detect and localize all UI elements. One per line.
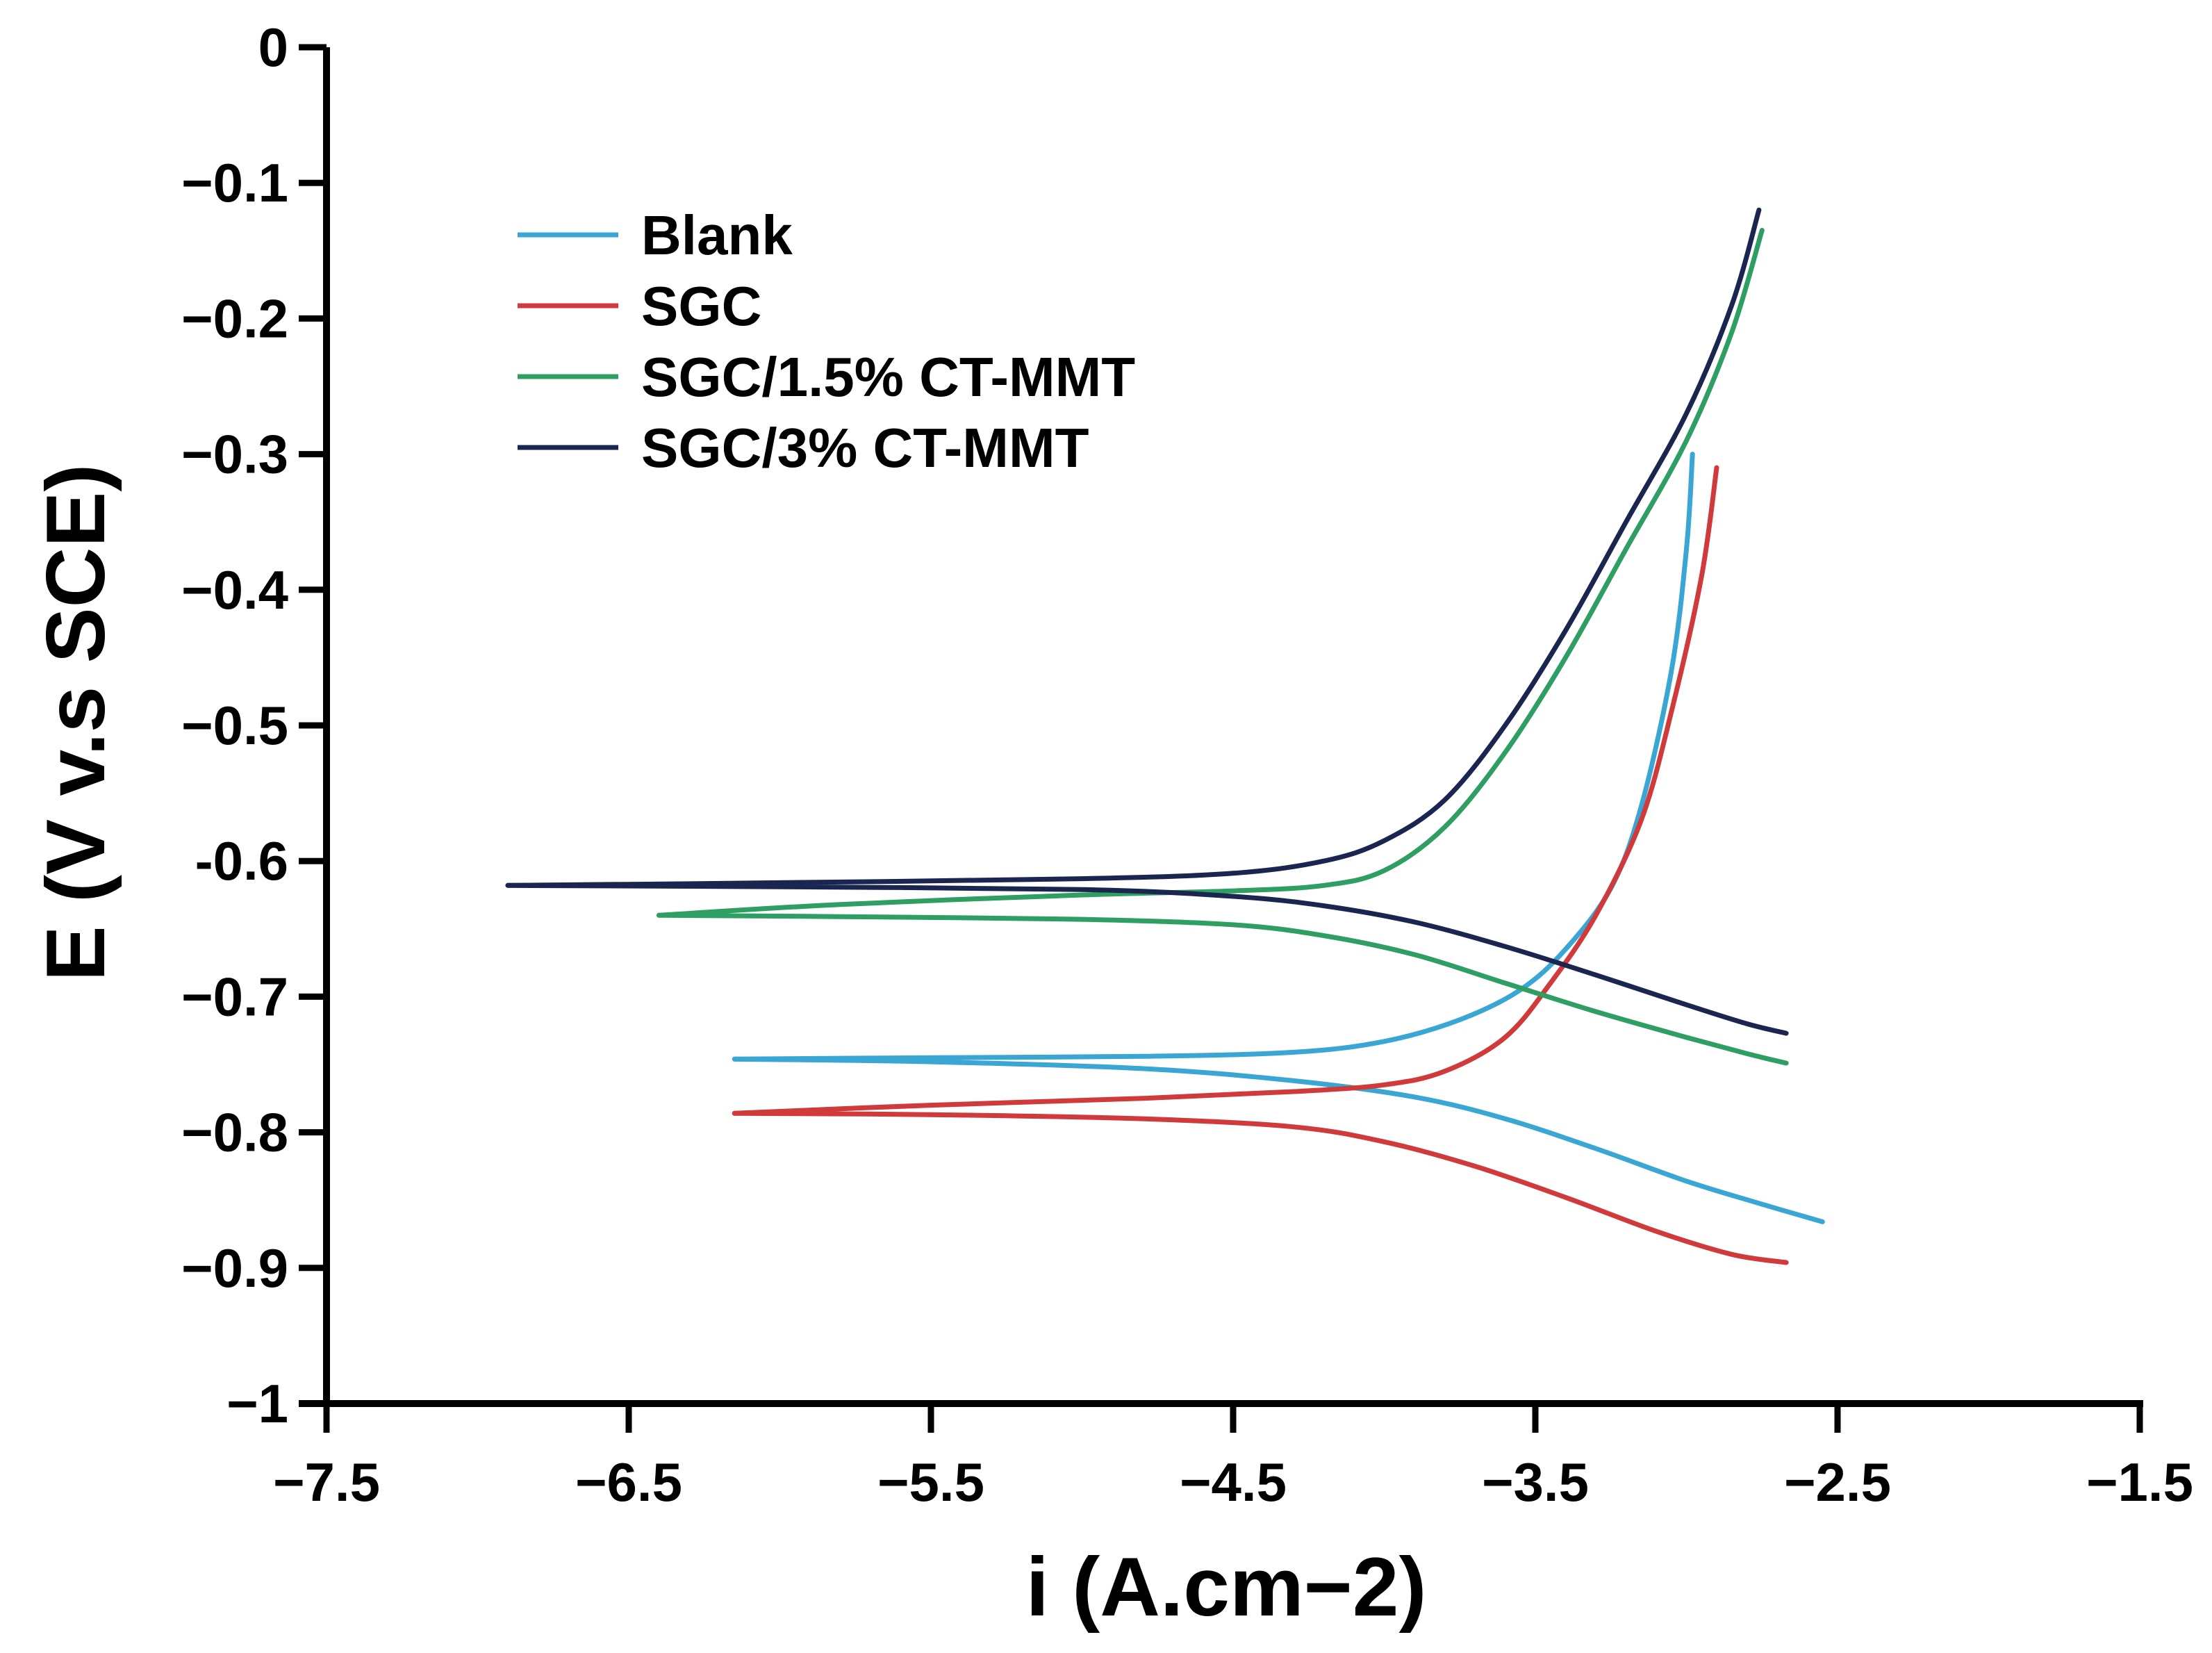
legend-item-1: Blank [518,204,793,266]
x-tick-label: −1.5 [2086,1451,2193,1513]
y-tick-label: −0.9 [181,1237,288,1299]
y-tick-label: −0.2 [181,288,288,349]
legend-label: SGC/1.5% CT-MMT [641,346,1135,408]
series-1-cathodic-branch [732,1056,1825,1224]
y-tick-label: -0.6 [195,830,288,891]
x-tick-label: −3.5 [1482,1451,1589,1513]
x-tick-label: −2.5 [1784,1451,1891,1513]
x-tick-label: −4.5 [1180,1451,1287,1513]
legend-label: SGC/3% CT-MMT [641,417,1089,479]
series-2-cathodic-branch [732,1110,1789,1265]
series-4 [505,207,1789,1036]
axes-layer: 0 −0.1 −0.2 −0.3 −0.4 −0.5 -0.6 −0.7 −0.8 −0.9 −1 −… [181,17,2193,1513]
legend-item-3: SGC/1.5% CT-MMT [518,346,1135,408]
x-tick-label: −5.5 [877,1451,984,1513]
series-4-cathodic-branch [505,882,1789,1036]
y-axis-title: E (V v.s SCE) [29,464,122,982]
x-tick-label: −7.5 [273,1451,380,1513]
y-tick-label: −0.7 [181,966,288,1027]
series-3-cathodic-branch [657,912,1789,1066]
y-tick-label: −0.5 [181,695,288,756]
series-1 [732,452,1825,1224]
y-tick-label: −1 [226,1373,288,1434]
legend-item-2: SGC [518,275,761,337]
series-2 [732,465,1789,1265]
series-3 [657,228,1789,1066]
y-tick-label: −0.1 [181,152,288,213]
legend: Blank SGC SGC/1.5% CT-MMT SGC/3% CT-MMT [518,204,1135,479]
series-4-anodic-branch [505,207,1762,888]
legend-item-4: SGC/3% CT-MMT [518,417,1089,479]
y-tick-label: −0.8 [181,1102,288,1163]
series-2-anodic-branch [732,465,1719,1116]
y-tick-label: −0.3 [181,424,288,485]
series-layer [505,207,1825,1265]
y-tick-label: 0 [258,17,288,78]
legend-label: SGC [641,275,761,337]
y-tick-label: −0.4 [181,559,288,620]
legend-label: Blank [641,204,793,266]
x-axis-title: i (A.cm−2) [1026,1540,1427,1634]
x-tick-label: −6.5 [575,1451,682,1513]
series-3-anodic-branch [657,228,1765,918]
series-1-anodic-branch [732,452,1695,1062]
